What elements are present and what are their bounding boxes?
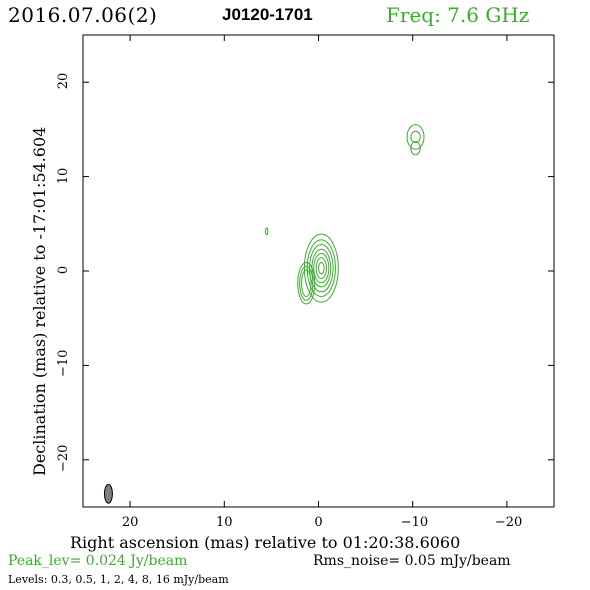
x-tick-label: 10 — [216, 515, 233, 530]
x-tick-label: −10 — [400, 515, 429, 530]
beam-group — [103, 483, 113, 504]
y-tick-label: −20 — [56, 444, 71, 472]
rms-noise: Rms_noise= 0.05 mJy/beam — [313, 553, 511, 569]
y-tick-label: 10 — [56, 167, 71, 184]
y-tick-label: 20 — [56, 72, 71, 90]
contour-core — [306, 239, 336, 297]
beam-ellipse — [103, 483, 113, 504]
contour-core — [315, 257, 328, 280]
y-tick-label: 0 — [56, 265, 71, 275]
epoch-label: 2016.07.06(2) — [8, 3, 158, 27]
x-tick-label: 0 — [314, 515, 323, 530]
x-axis-title: Right ascension (mas) relative to 01:20:… — [70, 533, 461, 552]
y-tick-label: −10 — [56, 349, 71, 378]
axis-ticks — [83, 35, 554, 507]
contour-small-blob — [265, 227, 269, 236]
contour-core — [318, 262, 325, 275]
y-axis-title: Declination (mas) relative to -17:01:54.… — [30, 126, 49, 476]
contour-inner-jet — [301, 269, 312, 297]
frequency-label: Freq: 7.6 GHz — [386, 3, 530, 27]
contour-north-feature — [410, 130, 421, 144]
x-tick-label: −20 — [494, 515, 523, 530]
contour-group — [265, 124, 425, 305]
contour-core — [303, 233, 339, 303]
contour-levels: Levels: 0.3, 0.5, 1, 2, 4, 8, 16 mJy/bea… — [8, 573, 229, 586]
x-tick-label: 20 — [121, 515, 139, 530]
source-name: J0120-1701 — [222, 5, 313, 24]
contour-inner-jet — [297, 262, 316, 305]
contour-north-feature — [406, 124, 425, 150]
contour-inner-jet — [299, 265, 314, 301]
contour-north-tail — [410, 141, 421, 156]
peak-level: Peak_lev= 0.024 Jy/beam — [8, 553, 188, 569]
contour-core — [313, 253, 330, 284]
